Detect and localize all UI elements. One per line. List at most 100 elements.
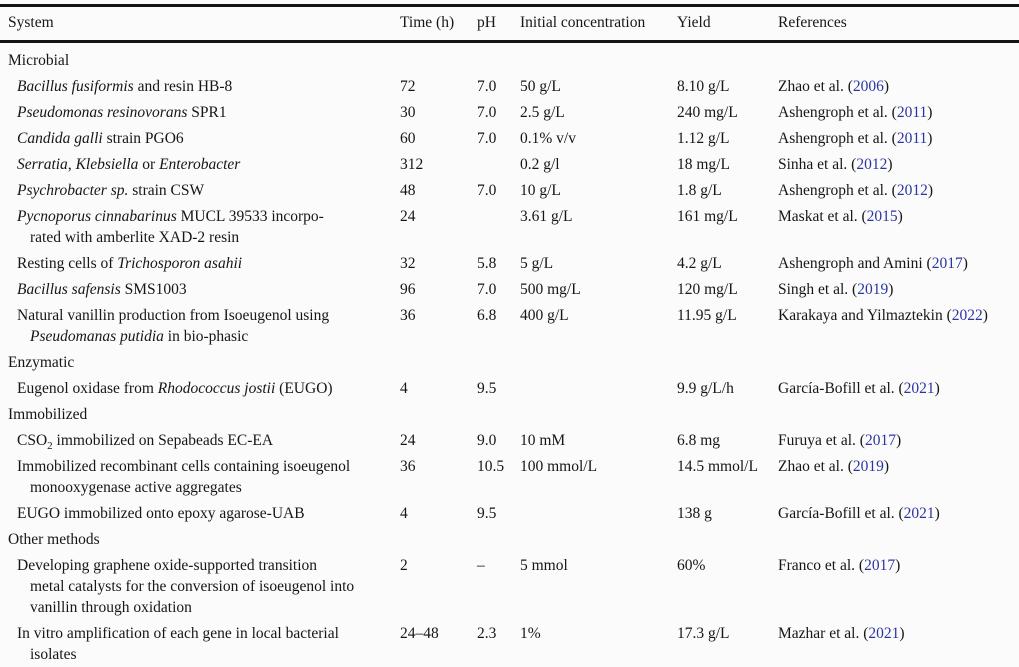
system-text: Immobilized recombinant cells containing… (17, 458, 351, 475)
yield-cell: 9.9 g/L/h (677, 380, 734, 397)
reference-close-paren: ) (888, 281, 894, 298)
initial-concentration-cell: 1% (520, 625, 541, 642)
reference-authors: Ashengroph et al. ( (778, 104, 897, 121)
time-cell: 32 (400, 255, 416, 272)
reference-close-paren: ) (927, 130, 933, 147)
reference-year-link[interactable]: 2012 (896, 182, 928, 199)
reference-year-link[interactable]: 2022 (951, 307, 983, 324)
section-label: Microbial (0, 42, 1019, 75)
reference-authors: Sinha et al. ( (778, 156, 857, 173)
reference-year-link[interactable]: 2021 (868, 625, 900, 642)
time-cell: 24 (400, 432, 416, 449)
reference-close-paren: ) (962, 255, 968, 272)
initial-concentration-cell: 100 mmol/L (520, 458, 598, 475)
table-row: Candida galli strain PGO6 60 7.0 0.1% v/v 1.… (0, 126, 1019, 152)
reference-year-link[interactable]: 2006 (852, 78, 884, 95)
reference-cell: Maskat et al. (2015) (772, 204, 1019, 251)
initial-concentration-cell (512, 501, 669, 527)
system-text: rated with amberlite XAD-2 resin (30, 229, 240, 246)
reference-year-link[interactable]: 2011 (896, 104, 928, 121)
reference-year-link[interactable]: 2017 (864, 557, 896, 574)
system-cell: Developing graphene oxide-supported tran… (0, 553, 392, 621)
initial-concentration-cell: 3.61 g/L (520, 208, 573, 225)
system-cell: Pycnoporus cinnabarinus MUCL 39533 incor… (0, 204, 392, 251)
reference-cell: Karakaya and Yilmaztekin (2022) (772, 303, 1019, 350)
section-label: Immobilized (0, 402, 1019, 428)
ph-cell: 7.0 (477, 130, 497, 147)
reference-year-link[interactable]: 2015 (866, 208, 898, 225)
reference-close-paren: ) (897, 208, 903, 225)
reference-year-link[interactable]: 2017 (931, 255, 963, 272)
reference-authors: Ashengroph et al. ( (778, 130, 897, 147)
system-text: 2 (47, 440, 53, 453)
reference-cell: Mazhar et al. (2021) (772, 621, 1019, 667)
system-text: metal catalysts for the conversion of is… (30, 578, 355, 595)
species-name: Bacillus safensis (17, 281, 121, 298)
species-name: Serratia (17, 156, 68, 173)
yield-cell: 18 mg/L (677, 156, 730, 173)
reference-close-paren: ) (927, 182, 933, 199)
table-row: Serratia, Klebsiella or Enterobacter 312 0… (0, 152, 1019, 178)
reference-authors: Zhao et al. ( (778, 458, 853, 475)
species-name: Bacillus fusiformis (17, 78, 134, 95)
reference-close-paren: ) (883, 458, 890, 475)
header-row: System Time (h) pH Initial concentration… (0, 7, 1019, 43)
species-name: Trichosporon asahii (117, 255, 243, 272)
system-text: EUGO immobilized onto epoxy agarose-UAB (17, 505, 305, 522)
reference-year-link[interactable]: 2012 (856, 156, 888, 173)
system-text: Resting cells of (17, 255, 118, 272)
reference-year-link[interactable]: 2011 (896, 130, 928, 147)
time-cell: 36 (400, 458, 416, 475)
reference-year-link[interactable]: 2021 (903, 380, 935, 397)
time-cell: 24 (400, 208, 416, 225)
reference-year-link[interactable]: 2019 (852, 458, 884, 475)
yield-cell: 4.2 g/L (677, 255, 722, 272)
reference-cell: Furuya et al. (2017) (772, 428, 1019, 454)
species-name: Pseudomanas putidia (30, 328, 164, 345)
comparison-table: System Time (h) pH Initial concentration… (0, 7, 1019, 667)
system-cell: Bacillus fusiformis and resin HB-8 (0, 74, 392, 100)
reference-close-paren: ) (883, 78, 890, 95)
time-cell: 96 (400, 281, 416, 298)
time-cell: 48 (400, 182, 416, 199)
system-text: (EUGO) (275, 380, 333, 397)
ph-cell: 7.0 (477, 104, 497, 121)
time-cell: 2 (400, 557, 408, 574)
reference-year-link[interactable]: 2017 (864, 432, 896, 449)
system-text: , (67, 156, 76, 173)
section-row: Enzymatic (0, 350, 1019, 376)
time-cell: 24–48 (400, 625, 439, 642)
species-name: Candida galli (17, 130, 103, 147)
section-label: Other methods (0, 527, 1019, 553)
reference-year-link[interactable]: 2019 (857, 281, 889, 298)
system-cell: In vitro amplification of each gene in l… (0, 621, 392, 667)
section-row: Microbial (0, 42, 1019, 75)
system-cell: Eugenol oxidase from Rhodococcus jostii … (0, 376, 392, 402)
reference-close-paren: ) (982, 307, 988, 324)
section-label: Enzymatic (0, 350, 1019, 376)
ph-cell: 10.5 (477, 458, 505, 475)
yield-cell: 14.5 mmol/L (677, 458, 758, 475)
reference-cell: Singh et al. (2019) (772, 277, 1019, 303)
table-row: EUGO immobilized onto epoxy agarose-UAB 4… (0, 501, 1019, 527)
reference-authors: Furuya et al. ( (778, 432, 865, 449)
initial-concentration-cell: 5 mmol (520, 557, 568, 574)
col-header-references: References (772, 7, 1019, 43)
reference-close-paren: ) (927, 104, 933, 121)
reference-authors: Zhao et al. ( (778, 78, 853, 95)
initial-concentration-cell: 400 g/L (520, 307, 569, 324)
reference-close-paren: ) (895, 432, 902, 449)
time-cell: 72 (400, 78, 416, 95)
comparison-table-frame: System Time (h) pH Initial concentration… (0, 4, 1019, 667)
initial-concentration-cell: 0.1% v/v (520, 130, 576, 147)
species-name: Klebsiella (75, 156, 139, 173)
reference-authors: García-Bofill et al. ( (778, 380, 904, 397)
section-row: Immobilized (0, 402, 1019, 428)
system-text: in bio-phasic (163, 328, 249, 345)
system-cell: CSO2 immobilized on Sepabeads EC-EA (0, 428, 392, 454)
time-cell: 30 (400, 104, 416, 121)
reference-year-link[interactable]: 2021 (903, 505, 935, 522)
time-cell: 60 (400, 130, 416, 147)
system-cell: Serratia, Klebsiella or Enterobacter (0, 152, 392, 178)
table-row: Pycnoporus cinnabarinus MUCL 39533 incor… (0, 204, 1019, 251)
